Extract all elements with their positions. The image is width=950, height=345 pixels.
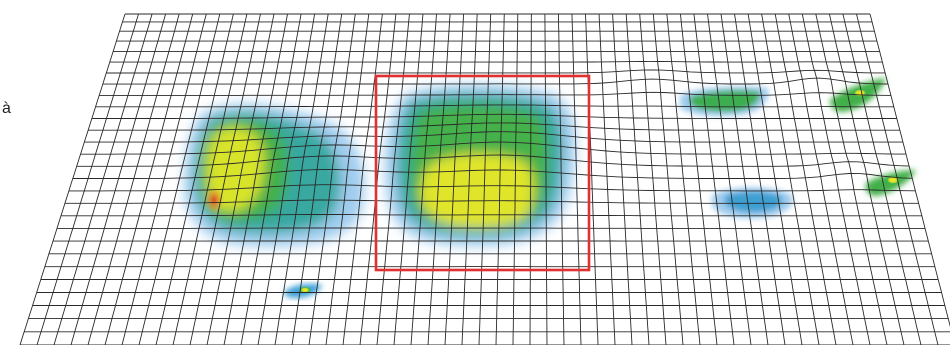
grid-row-line xyxy=(109,60,883,63)
grid-column-line xyxy=(19,13,126,345)
grid-row-line xyxy=(91,113,897,119)
grid-column-line xyxy=(747,13,803,345)
grid-column-line xyxy=(679,13,718,345)
perspective-grid xyxy=(19,13,950,345)
grid-column-line xyxy=(598,13,616,345)
grid-row-line xyxy=(68,184,916,192)
grid-column-line xyxy=(734,13,786,345)
grid-column-line xyxy=(625,13,650,345)
grid-column-line xyxy=(801,13,871,345)
grid-column-line xyxy=(666,13,701,345)
grid-row-line xyxy=(72,169,913,179)
grid-column-line xyxy=(585,13,599,345)
grid-row-line xyxy=(88,122,900,131)
grid-column-line xyxy=(761,13,820,345)
grid-row-line xyxy=(95,104,894,108)
blob-left-foot xyxy=(184,104,365,247)
blob-top-right xyxy=(680,86,769,117)
peak-far-right-top xyxy=(852,88,868,98)
grid-column-line xyxy=(639,13,667,345)
grid-column-line xyxy=(53,13,153,345)
grid-column-line xyxy=(652,13,684,345)
grid-row-line xyxy=(76,154,910,167)
peak-bottom-small xyxy=(299,286,311,294)
grid-row-line xyxy=(65,199,919,204)
highlight-frame xyxy=(374,74,591,272)
grid-column-line xyxy=(571,13,582,345)
grid-row-line xyxy=(84,131,903,143)
grid-row-line xyxy=(102,77,889,85)
grid-row-line xyxy=(61,214,922,217)
grid-row-line xyxy=(106,69,886,74)
grid-column-line xyxy=(87,13,180,345)
grid-column-line xyxy=(856,13,939,345)
grid-column-line xyxy=(36,13,139,345)
text-fragment: à xyxy=(2,100,11,117)
grid-row-line xyxy=(80,141,906,155)
grid-column-line xyxy=(612,13,633,345)
grid-row-line xyxy=(99,91,891,96)
grid-column-line xyxy=(788,13,854,345)
pressure-blobs xyxy=(184,78,916,298)
blob-center xyxy=(384,84,576,247)
